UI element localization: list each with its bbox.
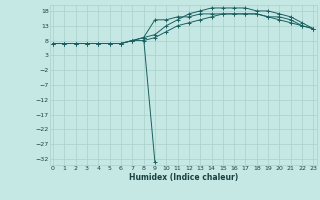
X-axis label: Humidex (Indice chaleur): Humidex (Indice chaleur) — [129, 173, 238, 182]
